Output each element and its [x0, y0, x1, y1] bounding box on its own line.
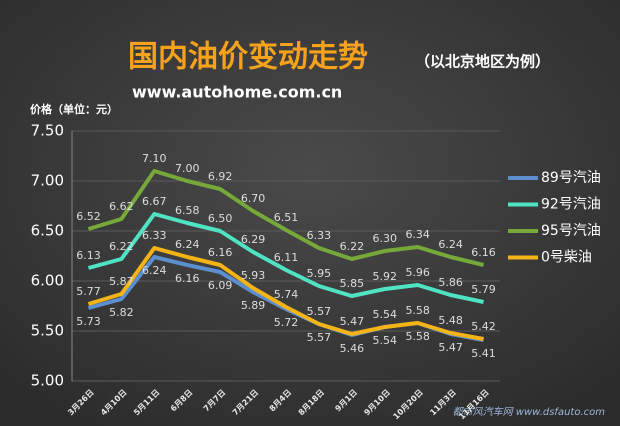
data-label: 6.33: [142, 229, 167, 242]
data-label: 5.58: [405, 304, 430, 317]
data-label: 5.77: [76, 285, 101, 298]
legend-label: 89号汽油: [541, 170, 601, 186]
y-axis-label: 价格（单位：元）: [30, 102, 118, 116]
data-label: 6.22: [109, 240, 134, 253]
data-label: 6.50: [208, 212, 233, 225]
data-label: 6.58: [175, 204, 200, 217]
data-label: 6.24: [175, 238, 200, 251]
data-label: 6.51: [274, 211, 299, 224]
data-label: 5.54: [373, 334, 398, 347]
data-label: 5.58: [405, 330, 430, 343]
data-label: 6.22: [340, 240, 365, 253]
y-tick-label: 7.00: [31, 172, 64, 190]
watermark: 都市风汽车网 www.dsfauto.com: [453, 406, 606, 418]
data-label: 7.10: [142, 152, 167, 165]
data-label: 6.16: [208, 246, 233, 259]
data-label: 6.29: [241, 233, 266, 246]
data-label: 6.34: [405, 228, 430, 241]
data-label: 5.47: [340, 315, 365, 328]
data-label: 5.72: [274, 316, 299, 329]
data-label: 6.16: [471, 246, 496, 259]
data-label: 6.16: [175, 272, 200, 285]
y-tick-label: 6.50: [31, 222, 64, 240]
y-tick-label: 5.00: [31, 372, 64, 390]
series-line: [87, 212, 484, 304]
data-label: 6.92: [208, 170, 233, 183]
y-tick-label: 5.50: [31, 322, 64, 340]
data-label: 5.73: [76, 315, 101, 328]
data-label: 7.00: [175, 162, 200, 175]
series-line: [87, 169, 485, 267]
data-label: 5.46: [340, 342, 365, 355]
data-label: 6.62: [109, 200, 134, 213]
subtitle: www.autohome.com.cn: [132, 83, 342, 102]
data-label: 6.11: [274, 251, 299, 264]
data-label: 6.30: [373, 232, 398, 245]
data-label: 6.70: [241, 192, 266, 205]
data-label: 6.24: [142, 264, 167, 277]
data-label: 5.95: [307, 267, 332, 280]
legend-label: 0号柴油: [541, 250, 592, 266]
legend-label: 92号汽油: [541, 197, 601, 213]
data-label: 5.82: [109, 306, 134, 319]
data-label: 5.87: [109, 275, 134, 288]
data-label: 6.24: [438, 238, 463, 251]
data-label: 5.48: [438, 314, 463, 327]
data-label: 5.42: [471, 320, 496, 333]
data-label: 6.13: [76, 249, 101, 262]
data-label: 5.54: [373, 308, 398, 321]
data-label: 5.41: [471, 347, 496, 360]
data-label: 5.47: [438, 341, 463, 354]
data-label: 6.52: [76, 210, 101, 223]
data-label: 5.86: [438, 276, 463, 289]
title-note: （以北京地区为例）: [415, 53, 550, 71]
y-tick-label: 7.50: [31, 122, 64, 140]
data-label: 5.57: [307, 305, 332, 318]
data-label: 6.09: [208, 279, 233, 292]
data-label: 5.96: [405, 266, 430, 279]
y-tick-label: 6.00: [31, 272, 64, 290]
data-label: 6.33: [307, 229, 332, 242]
chart-title: 国内油价变动走势: [128, 40, 368, 75]
data-label: 5.57: [307, 331, 332, 344]
data-label: 5.79: [471, 283, 496, 296]
data-label: 5.74: [274, 288, 299, 301]
data-label: 5.92: [373, 270, 398, 283]
legend-label: 95号汽油: [541, 223, 601, 239]
data-label: 5.89: [241, 299, 266, 312]
data-label: 6.67: [142, 195, 167, 208]
series-line: [87, 246, 484, 341]
data-label: 5.93: [241, 269, 266, 282]
data-label: 5.85: [340, 277, 365, 290]
